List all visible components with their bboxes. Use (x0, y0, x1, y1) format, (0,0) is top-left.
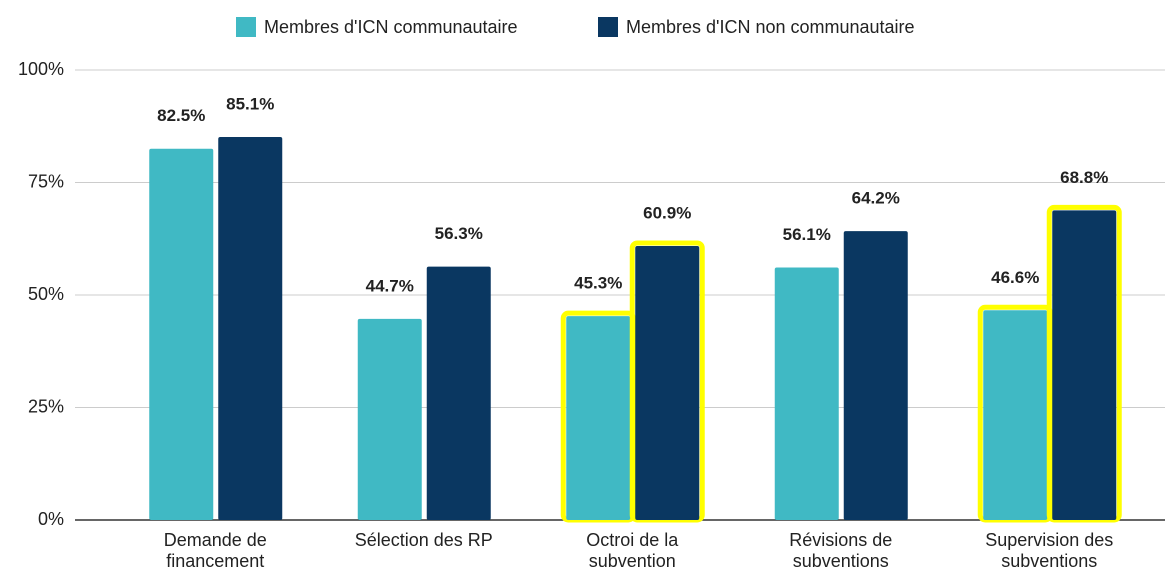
x-tick-label: Octroi de la subvention (586, 530, 679, 570)
y-tick-label: 75% (28, 171, 64, 191)
bar (635, 245, 700, 520)
legend-swatch (236, 17, 256, 37)
bar (1052, 210, 1117, 520)
bar (218, 137, 283, 521)
value-label: 82.5% (157, 106, 205, 125)
value-label: 60.9% (643, 203, 691, 222)
value-label: 85.1% (226, 95, 274, 114)
value-label: 44.7% (366, 276, 414, 295)
x-tick-label: Supervision des subventions (985, 530, 1113, 570)
y-tick-label: 50% (28, 284, 64, 304)
value-label: 68.8% (1060, 168, 1108, 187)
y-tick-label: 100% (18, 59, 64, 79)
value-label: 64.2% (852, 189, 900, 208)
bar (774, 267, 839, 520)
legend-label: Membres d'ICN communautaire (264, 17, 518, 37)
x-tick-label: Sélection des RP (355, 530, 493, 550)
bar (983, 310, 1048, 520)
bar (426, 266, 491, 520)
x-tick-label: Demande de financement (164, 530, 267, 570)
x-tick-label: Révisions de subventions (789, 530, 892, 570)
value-label: 46.6% (991, 268, 1039, 287)
value-label: 56.3% (435, 224, 483, 243)
y-tick-label: 0% (38, 509, 64, 529)
legend-label: Membres d'ICN non communautaire (626, 17, 915, 37)
y-tick-label: 25% (28, 396, 64, 416)
value-label: 45.3% (574, 274, 622, 293)
bar (566, 316, 631, 520)
bar (357, 318, 422, 520)
bar (149, 148, 214, 520)
legend-swatch (598, 17, 618, 37)
value-label: 56.1% (783, 225, 831, 244)
bar (843, 231, 908, 520)
